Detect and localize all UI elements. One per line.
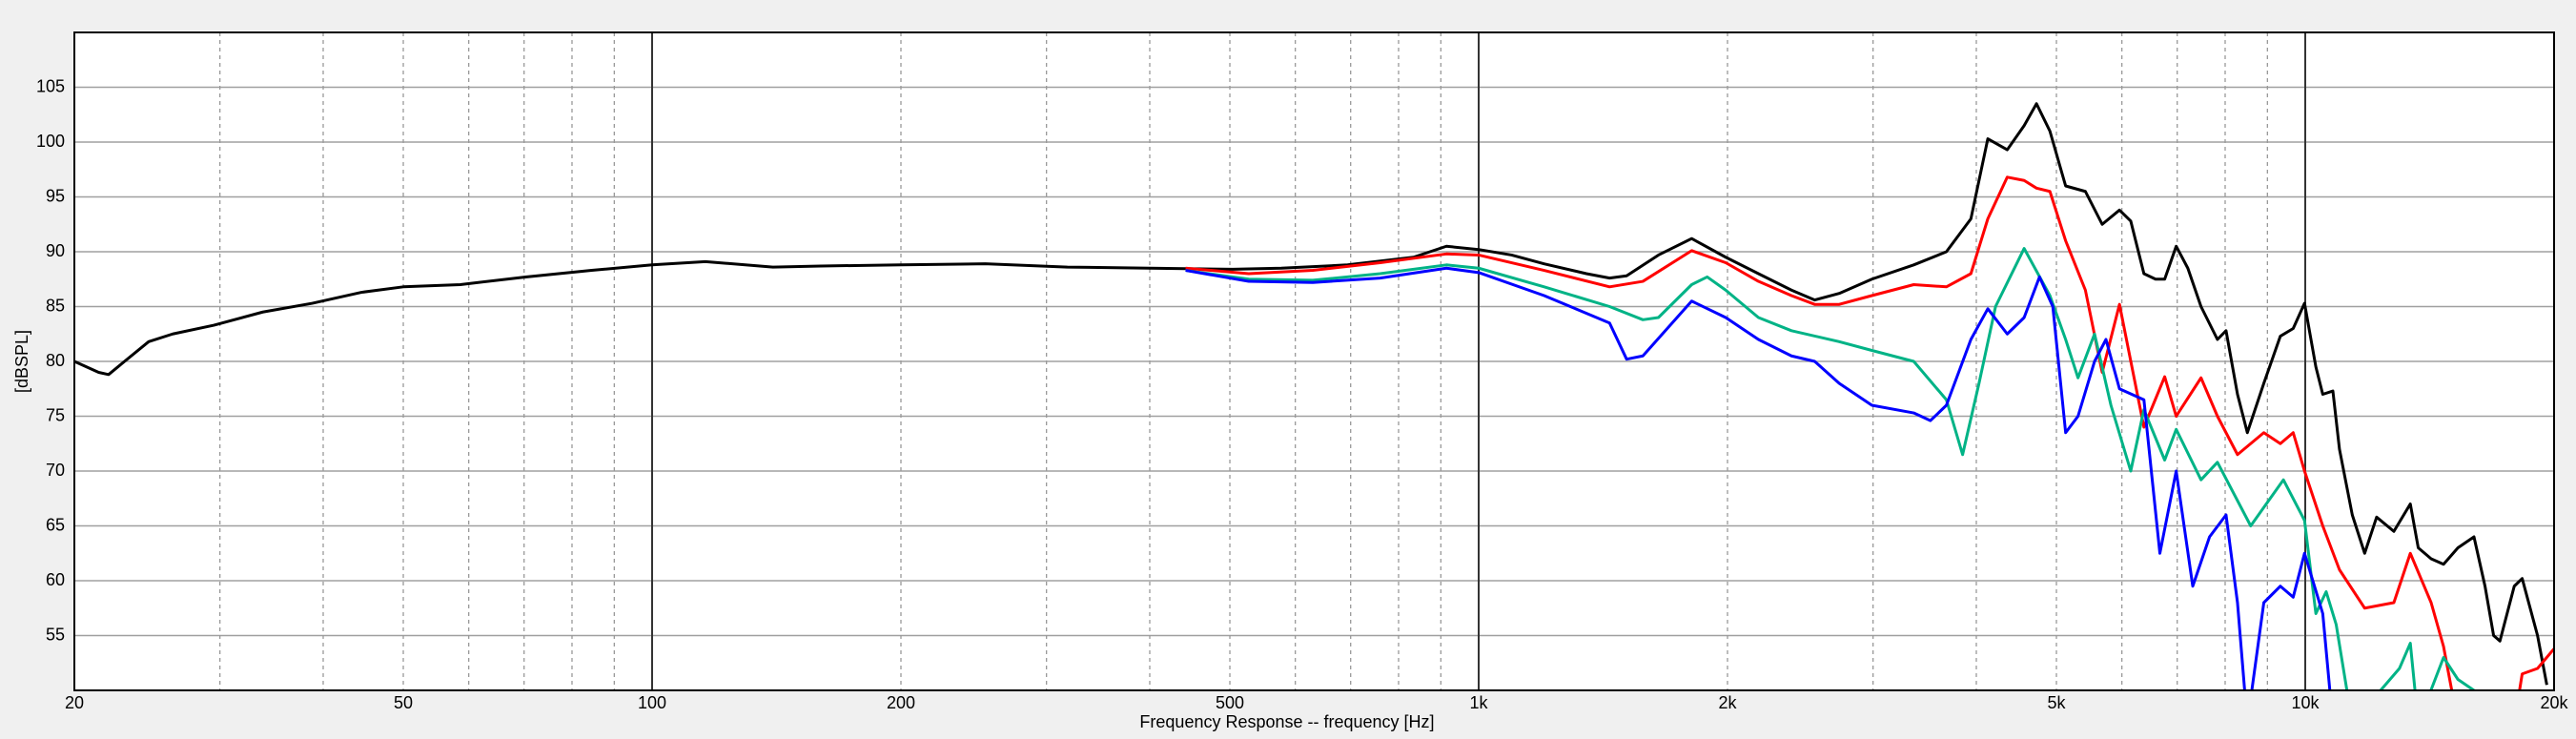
x-axis-label: Frequency Response -- frequency [Hz] xyxy=(1139,712,1434,731)
series-line xyxy=(1185,175,2554,690)
x-tick-label: 5k xyxy=(2048,693,2067,712)
y-tick-label: 95 xyxy=(46,186,65,205)
y-tick-label: 55 xyxy=(46,625,65,644)
series-line xyxy=(1185,247,2479,690)
x-tick-label: 50 xyxy=(394,693,413,712)
x-tick-label: 1k xyxy=(1469,693,1488,712)
series-group xyxy=(74,102,2554,690)
y-tick-label: 85 xyxy=(46,296,65,315)
y-tick-label: 80 xyxy=(46,351,65,370)
series-line xyxy=(1185,266,2332,690)
series-line xyxy=(74,102,2548,686)
y-tick-label: 100 xyxy=(36,132,65,151)
x-tick-label: 2k xyxy=(1718,693,1737,712)
x-tick-label: 20k xyxy=(2540,693,2568,712)
y-tick-label: 60 xyxy=(46,570,65,589)
plot-border xyxy=(73,31,2555,691)
y-tick-label: 75 xyxy=(46,405,65,424)
y-tick-label: 65 xyxy=(46,515,65,534)
x-tick-label: 200 xyxy=(887,693,915,712)
x-tick-label: 20 xyxy=(65,693,84,712)
x-tick-label: 100 xyxy=(638,693,666,712)
x-tick-label: 500 xyxy=(1216,693,1244,712)
x-tick-label: 10k xyxy=(2291,693,2320,712)
y-tick-label: 105 xyxy=(36,76,65,95)
y-tick-label: 70 xyxy=(46,461,65,480)
y-tick-label: 90 xyxy=(46,241,65,260)
y-axis-label: [dBSPL] xyxy=(12,330,31,393)
